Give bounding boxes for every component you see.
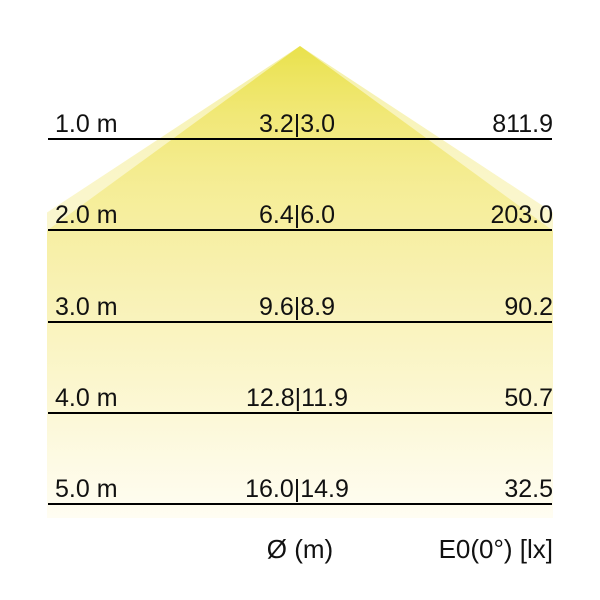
diameter-value-4m: 12.8|11.9 [246, 384, 348, 412]
light-cone-inner [47, 46, 553, 518]
illuminance-value-4m: 50.7 [504, 384, 553, 412]
distance-label-5m: 5.0 m [55, 475, 118, 503]
distance-label-4m: 4.0 m [55, 384, 118, 412]
illuminance-value-3m: 90.2 [504, 293, 553, 321]
axis-label-illuminance: E0(0°) [lx] [438, 534, 553, 564]
diameter-value-3m: 9.6|8.9 [258, 293, 335, 321]
diameter-value-2m: 6.4|6.0 [258, 201, 335, 229]
diameter-value-5m: 16.0|14.9 [245, 475, 349, 503]
diameter-value-1m: 3.2|3.0 [258, 110, 335, 138]
distance-label-1m: 1.0 m [55, 110, 118, 138]
illuminance-value-1m: 811.9 [492, 110, 553, 138]
distance-label-3m: 3.0 m [55, 293, 118, 321]
illuminance-value-5m: 32.5 [504, 475, 553, 503]
axis-label-diameter: Ø (m) [266, 534, 334, 564]
distance-label-2m: 2.0 m [55, 201, 118, 229]
illuminance-value-2m: 203.0 [490, 201, 553, 229]
